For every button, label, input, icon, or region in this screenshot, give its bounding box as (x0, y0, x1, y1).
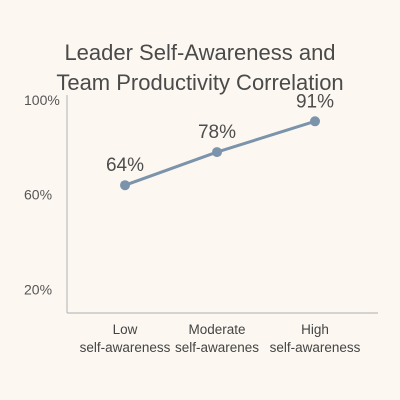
chart-title: Leader Self-Awareness and Team Productiv… (0, 38, 400, 98)
category-label: High (301, 322, 329, 337)
y-axis-ticks: 20% 60% 100% (24, 92, 60, 297)
data-label: 64% (106, 155, 144, 176)
category-label: Low (113, 322, 138, 337)
category-label: self-awareness (80, 340, 171, 355)
data-label: 91% (296, 91, 334, 112)
category-label: self-awareness (270, 340, 361, 355)
x-axis-categories: Low self-awareness Moderate self-awarenes Hi… (80, 322, 361, 355)
data-labels: 64% 78% 91% (106, 91, 334, 176)
data-point (310, 116, 320, 127)
y-tick-label: 100% (24, 92, 60, 108)
y-tick-label: 20% (24, 281, 52, 297)
chart-title-line-2: Team Productivity Correlation (56, 70, 344, 95)
data-point (120, 180, 130, 191)
data-label: 78% (198, 122, 236, 143)
y-tick-label: 60% (24, 187, 52, 203)
category-label: self-awarenes (175, 340, 259, 355)
data-point (212, 147, 222, 158)
category-label: Moderate (188, 322, 245, 337)
chart-axes (66, 95, 378, 314)
chart-title-line-1: Leader Self-Awareness and (64, 40, 336, 65)
data-points (120, 116, 320, 191)
